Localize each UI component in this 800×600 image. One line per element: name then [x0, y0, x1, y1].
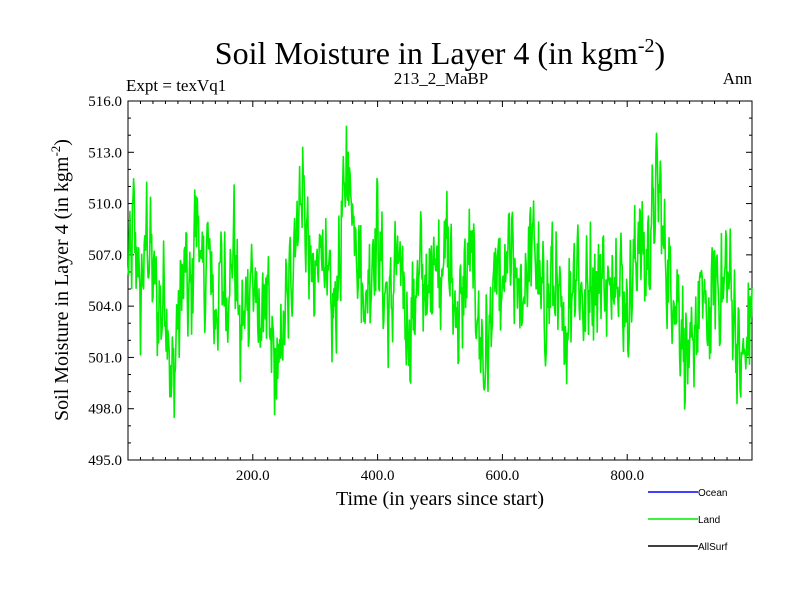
y-tick-label: 507.0 — [88, 248, 122, 264]
legend-label-allsurf: AllSurf — [698, 542, 728, 553]
experiment-label: Expt = texVq1 — [126, 76, 226, 95]
y-tick-label: 498.0 — [88, 402, 122, 418]
chart-title: Soil Moisture in Layer 4 (in kgm-2) — [215, 35, 665, 71]
x-tick-label: 800.0 — [610, 468, 644, 484]
y-tick-label: 516.0 — [88, 94, 122, 110]
series-line-land — [127, 125, 753, 419]
y-tick-label: 513.0 — [88, 145, 122, 161]
legend-label-ocean: Ocean — [698, 488, 727, 499]
legend: Ocean Land AllSurf — [648, 488, 728, 553]
y-tick-label: 510.0 — [88, 197, 122, 213]
x-tick-label: 400.0 — [361, 468, 395, 484]
y-axis: 495.0 498.0 501.0 504.0 507.0 510.0 513.0 516.0 — [88, 94, 752, 469]
period-label: 213_2_MaBP — [394, 69, 488, 88]
x-axis-label: Time (in years since start) — [336, 488, 544, 510]
y-tick-label: 504.0 — [88, 299, 122, 315]
series-lines — [127, 125, 753, 419]
x-axis: 200.0 400.0 600.0 800.0 — [127, 101, 753, 484]
y-axis-label: Soil Moisture in Layer 4 (in kgm-2) — [48, 139, 73, 421]
y-tick-label: 495.0 — [88, 453, 122, 469]
legend-label-land: Land — [698, 515, 720, 526]
season-label: Ann — [723, 69, 753, 88]
x-tick-label: 200.0 — [236, 468, 270, 484]
x-tick-label: 600.0 — [486, 468, 520, 484]
y-tick-label: 501.0 — [88, 350, 122, 366]
